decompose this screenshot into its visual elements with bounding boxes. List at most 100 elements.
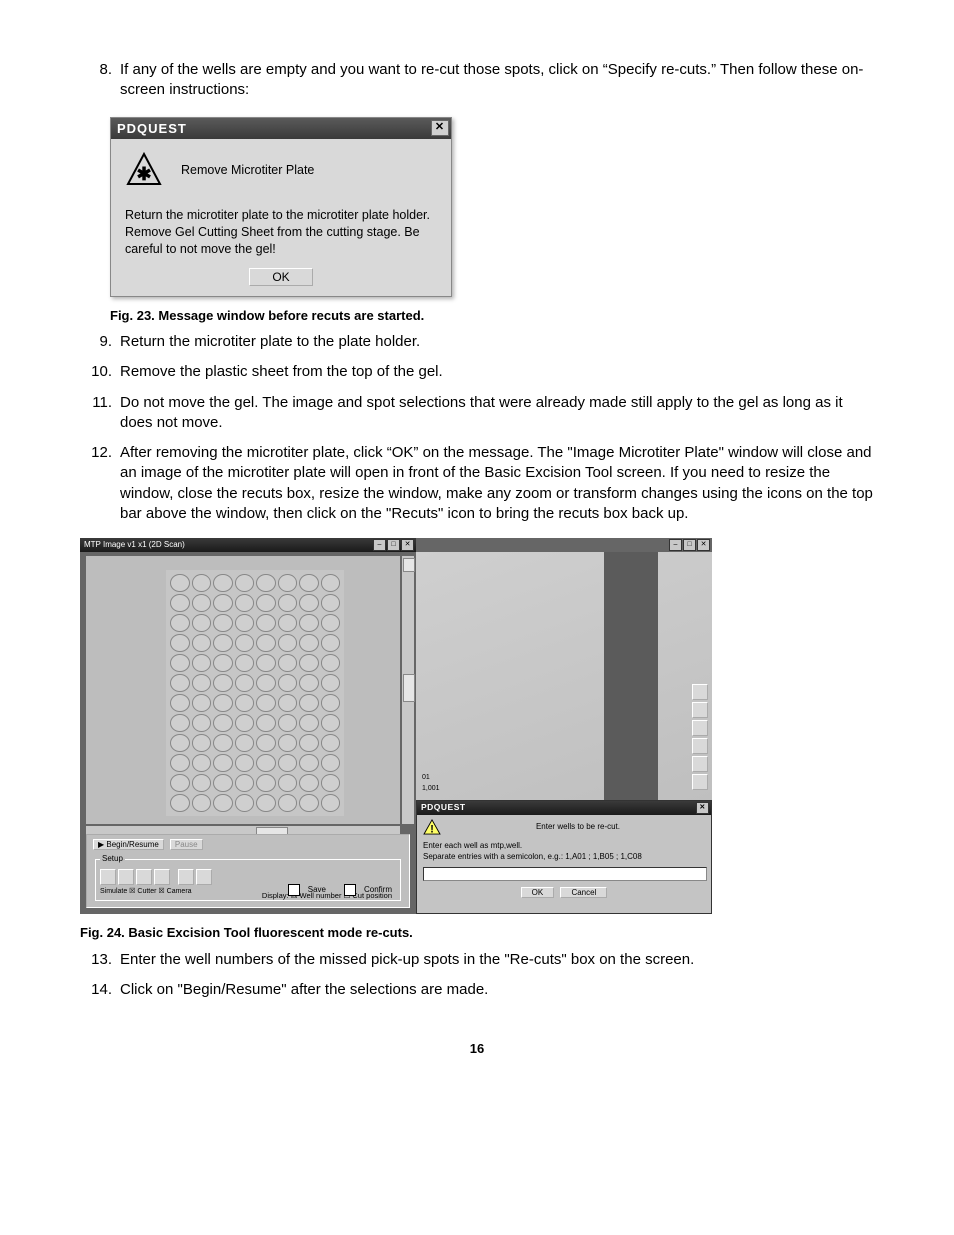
well — [299, 734, 319, 752]
well — [278, 574, 298, 592]
well — [192, 574, 212, 592]
well — [235, 694, 255, 712]
well — [235, 734, 255, 752]
recuts-prompt: Enter wells to be re-cut. — [451, 822, 705, 833]
close-icon[interactable]: ✕ — [696, 802, 709, 814]
well — [213, 594, 233, 612]
maximize-icon[interactable]: □ — [387, 539, 400, 551]
step-text: After removing the microtiter plate, cli… — [120, 443, 874, 524]
well — [321, 654, 341, 672]
dialog-message-1: Remove Microtiter Plate — [181, 162, 314, 179]
well — [170, 774, 190, 792]
well — [192, 654, 212, 672]
step-number: 8. — [80, 60, 120, 101]
well — [256, 674, 276, 692]
well — [321, 774, 341, 792]
cutter-label: Cutter — [137, 888, 156, 895]
well — [170, 634, 190, 652]
well — [213, 674, 233, 692]
simulate-label: Simulate — [100, 888, 127, 895]
step-text: Remove the plastic sheet from the top of… — [120, 362, 874, 382]
label-01: 01 — [422, 772, 440, 783]
well — [213, 734, 233, 752]
well — [213, 714, 233, 732]
figure-caption-23: Fig. 23. Message window before recuts ar… — [110, 307, 874, 325]
control-panel: ▶ Begin/Resume Pause Setup Simulate ☒ Cu… — [86, 834, 410, 908]
recuts-dialog: PDQUEST ✕ ! Enter wells to be re-cut. En… — [416, 800, 712, 914]
save-icon[interactable] — [288, 884, 300, 896]
well — [299, 674, 319, 692]
well — [170, 714, 190, 732]
well — [278, 694, 298, 712]
well — [278, 674, 298, 692]
recuts-input[interactable] — [423, 867, 707, 881]
minimize-icon[interactable]: – — [669, 539, 682, 551]
vertical-scrollbar[interactable] — [402, 556, 414, 824]
well — [299, 574, 319, 592]
svg-text:✱: ✱ — [136, 164, 151, 184]
microtiter-plate — [166, 570, 344, 816]
well — [299, 594, 319, 612]
well — [299, 774, 319, 792]
well — [192, 674, 212, 692]
cancel-button[interactable]: Cancel — [560, 887, 607, 898]
well — [192, 794, 212, 812]
well — [256, 614, 276, 632]
pdquest-dialog: PDQUEST ✕ ✱ Remove Microtiter Plate Retu… — [110, 117, 452, 297]
microtiter-window: MTP Image v1 x1 (2D Scan) – □ ✕ ▶ Begin/… — [80, 538, 416, 914]
setup-fieldset: Setup Simulate ☒ Cutter ☒ Camera Display… — [95, 854, 401, 901]
step-text: Enter the well numbers of the missed pic… — [120, 950, 874, 970]
well — [256, 734, 276, 752]
well — [235, 614, 255, 632]
well — [213, 794, 233, 812]
well — [256, 594, 276, 612]
close-icon[interactable]: ✕ — [401, 539, 414, 551]
step-text: Click on "Begin/Resume" after the select… — [120, 980, 874, 1000]
step-number: 12. — [80, 443, 120, 524]
well — [256, 774, 276, 792]
close-icon[interactable]: ✕ — [697, 539, 710, 551]
well — [278, 714, 298, 732]
well — [235, 574, 255, 592]
begin-resume-button[interactable]: ▶ Begin/Resume — [93, 839, 164, 850]
well — [321, 794, 341, 812]
well — [321, 614, 341, 632]
ok-button[interactable]: OK — [521, 887, 555, 898]
side-toolbar[interactable] — [692, 684, 708, 790]
step-text: Do not move the gel. The image and spot … — [120, 393, 874, 434]
display-label: Display: — [262, 891, 289, 900]
confirm-icon[interactable] — [344, 884, 356, 896]
toolbar-icons[interactable] — [100, 869, 396, 885]
well — [192, 754, 212, 772]
well — [278, 614, 298, 632]
well — [278, 754, 298, 772]
confirm-label: Confirm — [364, 885, 392, 896]
well — [235, 774, 255, 792]
well — [192, 614, 212, 632]
pause-button[interactable]: Pause — [170, 839, 203, 850]
well — [299, 634, 319, 652]
close-icon[interactable]: ✕ — [431, 120, 449, 136]
well — [299, 614, 319, 632]
gel-image-window: – □ ✕ 01 1,001 PDQUEST — [416, 538, 712, 914]
well — [170, 674, 190, 692]
recuts-hint-1: Enter each well as mtp,well. — [423, 841, 705, 852]
well — [256, 574, 276, 592]
figure-24: MTP Image v1 x1 (2D Scan) – □ ✕ ▶ Begin/… — [80, 538, 874, 914]
well — [321, 634, 341, 652]
well — [299, 654, 319, 672]
well — [321, 574, 341, 592]
well — [192, 694, 212, 712]
step-text: Return the microtiter plate to the plate… — [120, 332, 874, 352]
svg-text:!: ! — [430, 824, 434, 836]
well — [299, 694, 319, 712]
well — [192, 714, 212, 732]
well — [235, 594, 255, 612]
well — [235, 674, 255, 692]
well — [213, 694, 233, 712]
maximize-icon[interactable]: □ — [683, 539, 696, 551]
ok-button[interactable]: OK — [249, 268, 312, 286]
minimize-icon[interactable]: – — [373, 539, 386, 551]
well — [256, 754, 276, 772]
well — [321, 694, 341, 712]
